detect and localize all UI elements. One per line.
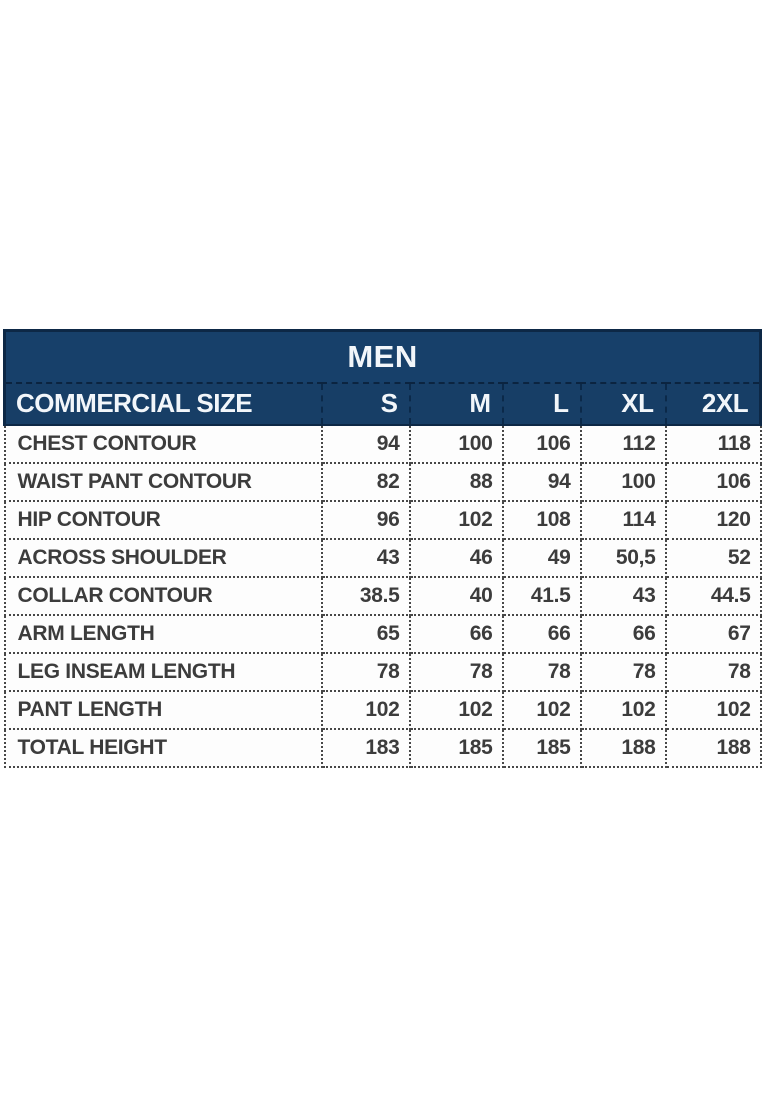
table-row-leg-inseam-length: LEG INSEAM LENGTH 78 78 78 78 78 <box>3 652 762 692</box>
value-cell: 102 <box>409 500 504 540</box>
value-cell: 102 <box>502 690 582 730</box>
table-row-collar-contour: COLLAR CONTOUR 38.5 40 41.5 43 44.5 <box>3 576 762 616</box>
value-cell: 66 <box>409 614 504 654</box>
value-cell: 185 <box>409 728 504 768</box>
table-row-hip-contour: HIP CONTOUR 96 102 108 114 120 <box>3 500 762 540</box>
value-cell: 112 <box>580 424 667 464</box>
table-row-across-shoulder: ACROSS SHOULDER 43 46 49 50,5 52 <box>3 538 762 578</box>
table-row-total-height: TOTAL HEIGHT 183 185 185 188 188 <box>3 728 762 768</box>
row-label: ARM LENGTH <box>3 614 323 654</box>
value-cell: 78 <box>580 652 667 692</box>
row-label: LEG INSEAM LENGTH <box>3 652 323 692</box>
value-cell: 185 <box>502 728 582 768</box>
row-label: COLLAR CONTOUR <box>3 576 323 616</box>
row-label: ACROSS SHOULDER <box>3 538 323 578</box>
size-col-l: L <box>502 382 582 426</box>
table-row-pant-length: PANT LENGTH 102 102 102 102 102 <box>3 690 762 730</box>
value-cell: 106 <box>665 462 762 502</box>
value-cell: 46 <box>409 538 504 578</box>
table-title-row: MEN <box>2 329 762 384</box>
row-label: WAIST PANT CONTOUR <box>3 462 323 502</box>
value-cell: 43 <box>580 576 667 616</box>
value-cell: 188 <box>665 728 762 768</box>
value-cell: 188 <box>580 728 667 768</box>
value-cell: 44.5 <box>665 576 762 616</box>
value-cell: 52 <box>665 538 762 578</box>
value-cell: 82 <box>321 462 411 502</box>
value-cell: 102 <box>665 690 762 730</box>
table-title: MEN <box>2 329 762 384</box>
value-cell: 65 <box>321 614 411 654</box>
value-cell: 40 <box>409 576 504 616</box>
value-cell: 94 <box>321 424 411 464</box>
value-cell: 94 <box>502 462 582 502</box>
value-cell: 41.5 <box>502 576 582 616</box>
value-cell: 118 <box>665 424 762 464</box>
row-label: HIP CONTOUR <box>3 500 323 540</box>
size-col-s: S <box>321 382 411 426</box>
value-cell: 120 <box>665 500 762 540</box>
value-cell: 66 <box>580 614 667 654</box>
row-label: PANT LENGTH <box>3 690 323 730</box>
value-cell: 78 <box>321 652 411 692</box>
value-cell: 43 <box>321 538 411 578</box>
value-cell: 100 <box>580 462 667 502</box>
value-cell: 102 <box>321 690 411 730</box>
value-cell: 50,5 <box>580 538 667 578</box>
value-cell: 38.5 <box>321 576 411 616</box>
value-cell: 78 <box>665 652 762 692</box>
value-cell: 88 <box>409 462 504 502</box>
table-row-arm-length: ARM LENGTH 65 66 66 66 67 <box>3 614 762 654</box>
value-cell: 114 <box>580 500 667 540</box>
commercial-size-header: COMMERCIAL SIZE <box>3 382 323 426</box>
value-cell: 108 <box>502 500 582 540</box>
value-cell: 102 <box>580 690 667 730</box>
value-cell: 78 <box>409 652 504 692</box>
value-cell: 78 <box>502 652 582 692</box>
row-label: TOTAL HEIGHT <box>3 728 323 768</box>
size-col-m: M <box>409 382 504 426</box>
size-col-xl: XL <box>580 382 667 426</box>
value-cell: 96 <box>321 500 411 540</box>
size-col-2xl: 2XL <box>665 382 762 426</box>
value-cell: 100 <box>409 424 504 464</box>
value-cell: 66 <box>502 614 582 654</box>
value-cell: 106 <box>502 424 582 464</box>
size-header-row: COMMERCIAL SIZE S M L XL 2XL <box>3 382 762 426</box>
table-row-chest-contour: CHEST CONTOUR 94 100 106 112 118 <box>3 424 762 464</box>
mens-size-chart-table: MEN COMMERCIAL SIZE S M L XL 2XL CHEST C… <box>2 329 762 768</box>
value-cell: 67 <box>665 614 762 654</box>
row-label: CHEST CONTOUR <box>3 424 323 464</box>
table-row-waist-pant-contour: WAIST PANT CONTOUR 82 88 94 100 106 <box>3 462 762 502</box>
value-cell: 102 <box>409 690 504 730</box>
value-cell: 183 <box>321 728 411 768</box>
value-cell: 49 <box>502 538 582 578</box>
